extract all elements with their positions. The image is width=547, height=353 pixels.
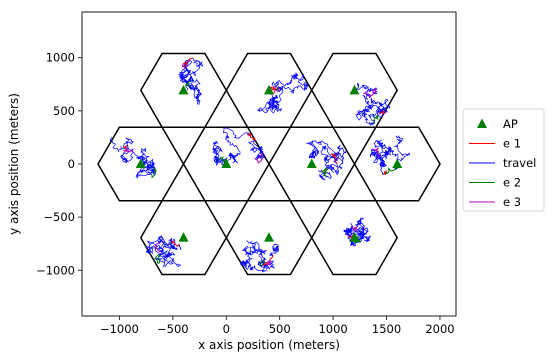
event-segment — [331, 153, 338, 165]
event-segment — [258, 259, 266, 267]
event-segment — [363, 88, 377, 98]
x-tick-label: 1500 — [372, 322, 401, 336]
legend: AP e 1 travel e 2 e 3 — [462, 108, 545, 212]
y-axis-ticks: −1000 −500 0 500 1000 — [36, 51, 82, 277]
event-segment — [372, 147, 381, 158]
y-tick-label: −500 — [43, 210, 75, 224]
event-segment — [151, 167, 157, 179]
ap-marker-7 — [392, 158, 403, 168]
event-segment — [378, 111, 386, 115]
event-segment — [275, 86, 280, 92]
y-tick-label: −1000 — [36, 263, 75, 277]
event-segment — [154, 253, 161, 264]
legend-label-1: AP — [503, 117, 518, 131]
ap-marker-3 — [349, 84, 360, 95]
ap-marker-10 — [349, 232, 360, 242]
x-tick-label: −1000 — [100, 322, 139, 336]
event-segment — [270, 86, 277, 95]
hexagon-cell-9 — [225, 200, 313, 276]
x-axis-ticks: −1000 −500 0 500 1000 1500 2000 — [100, 316, 455, 336]
event-segment — [320, 167, 328, 177]
ap-marker-1 — [178, 84, 189, 95]
y-tick-label: 500 — [53, 104, 75, 118]
event-segment — [184, 80, 191, 87]
ap-marker-2 — [264, 84, 274, 95]
event-segment — [351, 225, 359, 232]
event-segment — [218, 156, 228, 162]
event-segment — [247, 132, 256, 141]
hexagon-cell-8 — [139, 200, 228, 276]
ap-marker-9 — [264, 232, 274, 242]
legend-label-5: e 3 — [503, 195, 521, 209]
travel-track-2 — [257, 72, 309, 114]
legend-triangle-icon — [477, 118, 487, 128]
hexagon-cells — [97, 52, 441, 276]
hexagon-cell-10 — [310, 200, 399, 276]
travel-track-10 — [343, 217, 372, 247]
y-tick-label: 1000 — [46, 51, 75, 65]
hexagon-cell-7 — [353, 126, 441, 202]
event-segment — [153, 242, 162, 253]
event-segment — [181, 64, 186, 68]
event-segment — [122, 149, 135, 154]
event-segment — [352, 236, 362, 244]
x-tick-label: 0 — [223, 322, 230, 336]
y-axis-label: y axis position (meters) — [7, 93, 21, 235]
x-tick-label: 500 — [269, 322, 291, 336]
access-points — [135, 84, 403, 242]
x-tick-label: −500 — [157, 322, 189, 336]
travel-track-4 — [109, 137, 157, 179]
ap-marker-8 — [178, 232, 189, 242]
legend-label-3: travel — [503, 156, 536, 170]
travel-track-7 — [369, 135, 410, 176]
legend-label-2: e 1 — [503, 137, 521, 151]
event-segment — [372, 115, 379, 125]
legend-frame — [462, 108, 545, 212]
ap-marker-6 — [306, 158, 317, 168]
event-segment — [385, 166, 399, 175]
event-segment — [262, 260, 272, 265]
x-tick-label: 2000 — [425, 322, 454, 336]
travel-track-6 — [306, 140, 347, 181]
event-segment — [170, 240, 180, 247]
y-tick-label: 0 — [68, 157, 75, 171]
travel-track-1 — [178, 57, 204, 105]
x-tick-label: 1000 — [318, 322, 347, 336]
x-axis-label: x axis position (meters) — [198, 338, 340, 352]
legend-label-4: e 2 — [503, 176, 521, 190]
event-segment — [182, 57, 193, 68]
ap-marker-4 — [135, 158, 146, 168]
event-segment — [254, 154, 264, 164]
ap-marker-5 — [221, 158, 232, 168]
user-tracks — [109, 57, 410, 273]
